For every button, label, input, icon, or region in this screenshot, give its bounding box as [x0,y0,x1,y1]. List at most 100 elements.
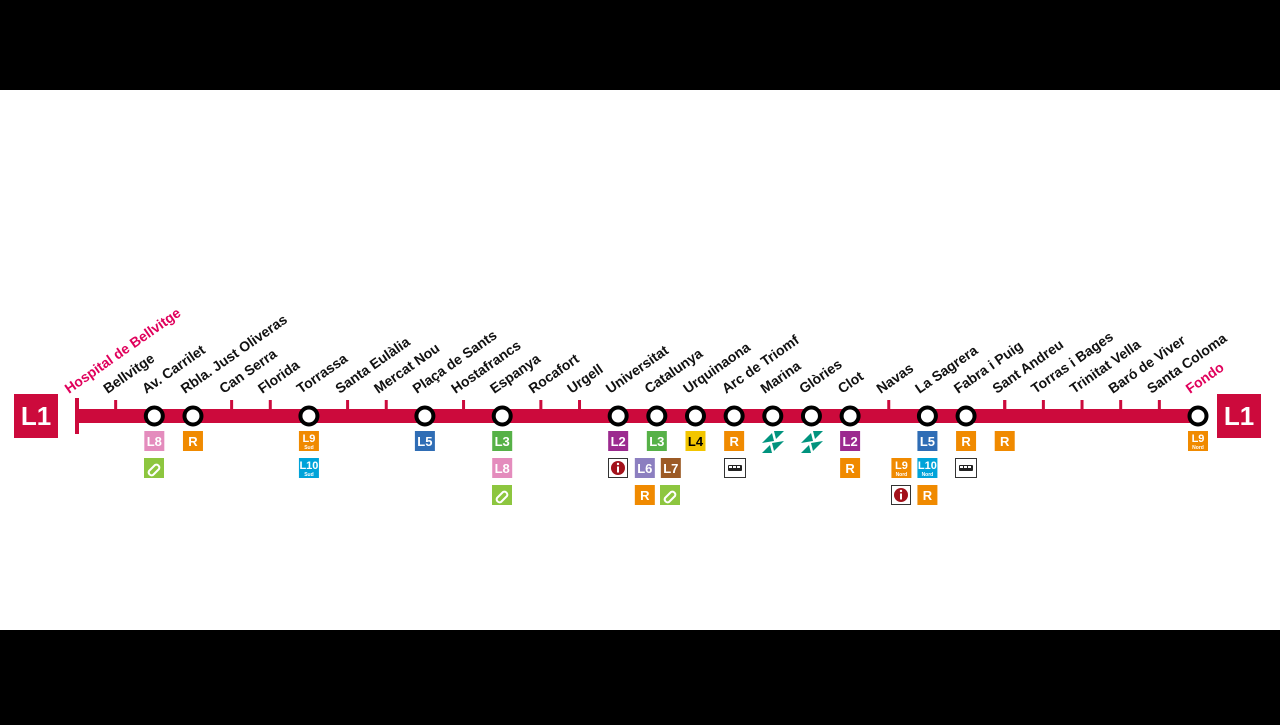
badge-text: L8 [495,461,510,476]
station-tick [887,400,891,410]
badge-text: L9 [303,433,316,445]
connection-badge: L5 [414,431,435,451]
badge-subtext: Nord [896,472,908,478]
station-tick [346,400,350,410]
badge-box [634,458,655,478]
station-interchange [143,405,165,427]
connection-badge: R [634,485,655,505]
line-badge-left: L1 [14,394,58,438]
badge-box [917,458,938,478]
badge-box [840,458,861,478]
connection-badge: L2 [840,431,861,451]
badge-box [660,458,681,478]
badge-text: R [188,434,198,449]
badge-box [917,485,938,505]
badge-text: L7 [663,461,678,476]
station-interchange [800,405,822,427]
badge-text: L3 [495,434,510,449]
badge-box [298,458,319,478]
station-tick [230,400,234,410]
connection-badge: L3 [646,431,667,451]
station-interchange [298,405,320,427]
badge-box [634,485,655,505]
station-interchange [723,405,745,427]
station-interchange [646,405,668,427]
badge-text: L2 [611,434,626,449]
badge-box [994,431,1015,451]
badge-text: R [640,488,650,503]
letterbox-top [0,0,1280,90]
background [0,90,1280,630]
badge-subtext: Sud [304,472,313,478]
badge-text: R [1000,434,1010,449]
fgc-icon [492,485,512,505]
station-tick [268,400,272,410]
station-interchange [955,405,977,427]
badge-text: L9 [1192,433,1205,445]
badge-text: L3 [649,434,664,449]
badge-text: L8 [147,434,162,449]
station-tick [1041,400,1045,410]
badge-subtext: Sud [304,445,313,451]
station-tick [539,400,543,410]
bus-icon [955,458,977,478]
connection-badge: L8 [492,458,513,478]
badge-box [956,431,977,451]
badge-subtext: Nord [922,472,934,478]
connection-badge: R [956,431,977,451]
station-tick [578,400,582,410]
tram-icon [801,431,823,453]
line-bar [77,409,1198,423]
badge-box [1188,431,1208,451]
station-interchange [762,405,784,427]
badge-text: L2 [843,434,858,449]
badge-text: L6 [637,461,652,476]
connection-badge: R [917,485,938,505]
badge-text: R [729,434,739,449]
badge-text: L10 [299,460,318,472]
badge-box [685,431,706,451]
connection-badge: L2 [608,431,629,451]
badge-text: L9 [895,460,908,472]
badge-text: R [961,434,971,449]
station-tick [1080,400,1084,410]
badge-text: L10 [918,460,937,472]
station-tick [384,400,388,410]
bus-icon [724,458,746,478]
fgc-icon [144,458,164,478]
station-tick [1119,400,1123,410]
connection-badge: R [724,431,745,451]
station-interchange [916,405,938,427]
connection-badge: R [840,458,861,478]
station-interchange [607,405,629,427]
badge-box [492,431,513,451]
icons [144,431,977,505]
badge-box [182,431,203,451]
badge-text: R [845,461,855,476]
badge-box [646,431,667,451]
badge-text: R [923,488,933,503]
badge-text: L5 [417,434,432,449]
connection-badge: L6 [634,458,655,478]
connection-badge: L4 [685,431,706,451]
badge-box [144,431,165,451]
station-interchange [839,405,861,427]
badge-box [724,431,745,451]
badge-box [492,458,513,478]
station-interchange [1187,405,1209,427]
connection-badge: L7 [660,458,681,478]
station-interchange [684,405,706,427]
line-end [75,398,79,434]
letterbox-bottom [0,630,1280,720]
badge-box [298,431,319,451]
badge-subtext: Nord [1192,445,1204,451]
badge-text: L5 [920,434,935,449]
tram-icon [762,431,784,453]
